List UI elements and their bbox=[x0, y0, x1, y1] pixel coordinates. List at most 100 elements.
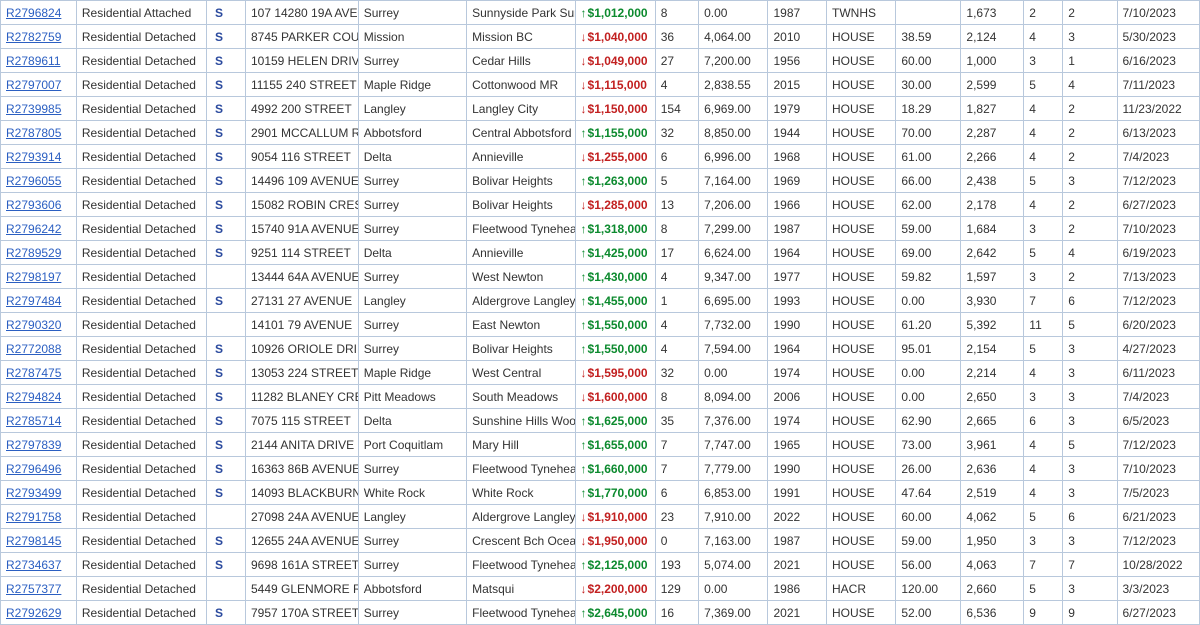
year-cell: 1987 bbox=[768, 1, 827, 25]
mls-link[interactable]: R2790320 bbox=[1, 313, 77, 337]
arrow-down-icon bbox=[581, 582, 588, 596]
bed-cell: 4 bbox=[1024, 361, 1063, 385]
date-cell: 7/12/2023 bbox=[1117, 529, 1200, 553]
mls-link[interactable]: R2785714 bbox=[1, 409, 77, 433]
area-cell: Aldergrove Langley bbox=[467, 505, 575, 529]
address-cell: 7957 170A STREET bbox=[245, 601, 358, 625]
dom-cell: 0 bbox=[655, 529, 698, 553]
area-cell: Annieville bbox=[467, 145, 575, 169]
mls-link[interactable]: R2793499 bbox=[1, 481, 77, 505]
mls-link[interactable]: R2796824 bbox=[1, 1, 77, 25]
lot-cell: 7,779.00 bbox=[699, 457, 768, 481]
mls-link[interactable]: R2787475 bbox=[1, 361, 77, 385]
area-cell: Mission BC bbox=[467, 25, 575, 49]
arrow-down-icon bbox=[581, 534, 588, 548]
mls-link[interactable]: R2734637 bbox=[1, 553, 77, 577]
mls-link[interactable]: R2794824 bbox=[1, 385, 77, 409]
dom-cell: 6 bbox=[655, 145, 698, 169]
date-cell: 7/5/2023 bbox=[1117, 481, 1200, 505]
property-type: Residential Detached bbox=[76, 193, 206, 217]
address-cell: 14496 109 AVENUE bbox=[245, 169, 358, 193]
dom-cell: 27 bbox=[655, 49, 698, 73]
date-cell: 3/3/2023 bbox=[1117, 577, 1200, 601]
btype-cell: HOUSE bbox=[827, 25, 896, 49]
price-cell: $1,263,000 bbox=[575, 169, 655, 193]
mls-link[interactable]: R2772088 bbox=[1, 337, 77, 361]
status-cell: S bbox=[206, 361, 245, 385]
age-cell: 30.00 bbox=[896, 73, 961, 97]
bath-cell: 3 bbox=[1063, 337, 1117, 361]
city-cell: Surrey bbox=[358, 217, 466, 241]
age-cell: 60.00 bbox=[896, 505, 961, 529]
status-cell: S bbox=[206, 169, 245, 193]
mls-link[interactable]: R2793606 bbox=[1, 193, 77, 217]
address-cell: 27131 27 AVENUE bbox=[245, 289, 358, 313]
btype-cell: HOUSE bbox=[827, 337, 896, 361]
arrow-up-icon bbox=[581, 318, 588, 332]
mls-link[interactable]: R2789529 bbox=[1, 241, 77, 265]
mls-link[interactable]: R2797484 bbox=[1, 289, 77, 313]
btype-cell: HOUSE bbox=[827, 409, 896, 433]
age-cell: 95.01 bbox=[896, 337, 961, 361]
bed-cell: 9 bbox=[1024, 601, 1063, 625]
mls-link[interactable]: R2739985 bbox=[1, 97, 77, 121]
mls-link[interactable]: R2798145 bbox=[1, 529, 77, 553]
mls-link[interactable]: R2796496 bbox=[1, 457, 77, 481]
area-cell: Cottonwood MR bbox=[467, 73, 575, 97]
mls-link[interactable]: R2798197 bbox=[1, 265, 77, 289]
dom-cell: 4 bbox=[655, 313, 698, 337]
bath-cell: 2 bbox=[1063, 1, 1117, 25]
sqft-cell: 2,660 bbox=[961, 577, 1024, 601]
city-cell: Maple Ridge bbox=[358, 361, 466, 385]
bed-cell: 11 bbox=[1024, 313, 1063, 337]
address-cell: 10926 ORIOLE DRI bbox=[245, 337, 358, 361]
mls-link[interactable]: R2796055 bbox=[1, 169, 77, 193]
age-cell: 66.00 bbox=[896, 169, 961, 193]
bath-cell: 3 bbox=[1063, 361, 1117, 385]
city-cell: Langley bbox=[358, 289, 466, 313]
mls-link[interactable]: R2782759 bbox=[1, 25, 77, 49]
area-cell: Annieville bbox=[467, 241, 575, 265]
price-value: $1,115,000 bbox=[588, 78, 647, 92]
status-cell bbox=[206, 577, 245, 601]
bath-cell: 2 bbox=[1063, 97, 1117, 121]
bed-cell: 7 bbox=[1024, 289, 1063, 313]
property-type: Residential Detached bbox=[76, 385, 206, 409]
price-cell: $1,625,000 bbox=[575, 409, 655, 433]
city-cell: Maple Ridge bbox=[358, 73, 466, 97]
lot-cell: 6,853.00 bbox=[699, 481, 768, 505]
area-cell: White Rock bbox=[467, 481, 575, 505]
area-cell: Matsqui bbox=[467, 577, 575, 601]
bed-cell: 4 bbox=[1024, 145, 1063, 169]
price-value: $1,660,000 bbox=[588, 462, 648, 476]
mls-link[interactable]: R2792629 bbox=[1, 601, 77, 625]
bed-cell: 4 bbox=[1024, 97, 1063, 121]
bath-cell: 3 bbox=[1063, 457, 1117, 481]
lot-cell: 7,164.00 bbox=[699, 169, 768, 193]
arrow-up-icon bbox=[581, 558, 588, 572]
price-cell: $1,660,000 bbox=[575, 457, 655, 481]
mls-link[interactable]: R2789611 bbox=[1, 49, 77, 73]
year-cell: 1966 bbox=[768, 193, 827, 217]
mls-link[interactable]: R2797839 bbox=[1, 433, 77, 457]
age-cell: 73.00 bbox=[896, 433, 961, 457]
status-cell: S bbox=[206, 145, 245, 169]
area-cell: Langley City bbox=[467, 97, 575, 121]
mls-link[interactable]: R2793914 bbox=[1, 145, 77, 169]
mls-link[interactable]: R2796242 bbox=[1, 217, 77, 241]
btype-cell: HOUSE bbox=[827, 313, 896, 337]
year-cell: 1987 bbox=[768, 217, 827, 241]
mls-link[interactable]: R2791758 bbox=[1, 505, 77, 529]
table-row: R2793499Residential DetachedS14093 BLACK… bbox=[1, 481, 1200, 505]
mls-link[interactable]: R2757377 bbox=[1, 577, 77, 601]
status-cell: S bbox=[206, 481, 245, 505]
date-cell: 6/11/2023 bbox=[1117, 361, 1200, 385]
mls-link[interactable]: R2797007 bbox=[1, 73, 77, 97]
city-cell: Surrey bbox=[358, 193, 466, 217]
year-cell: 1977 bbox=[768, 265, 827, 289]
date-cell: 6/13/2023 bbox=[1117, 121, 1200, 145]
year-cell: 1974 bbox=[768, 409, 827, 433]
mls-link[interactable]: R2787805 bbox=[1, 121, 77, 145]
year-cell: 2006 bbox=[768, 385, 827, 409]
address-cell: 13444 64A AVENUE bbox=[245, 265, 358, 289]
